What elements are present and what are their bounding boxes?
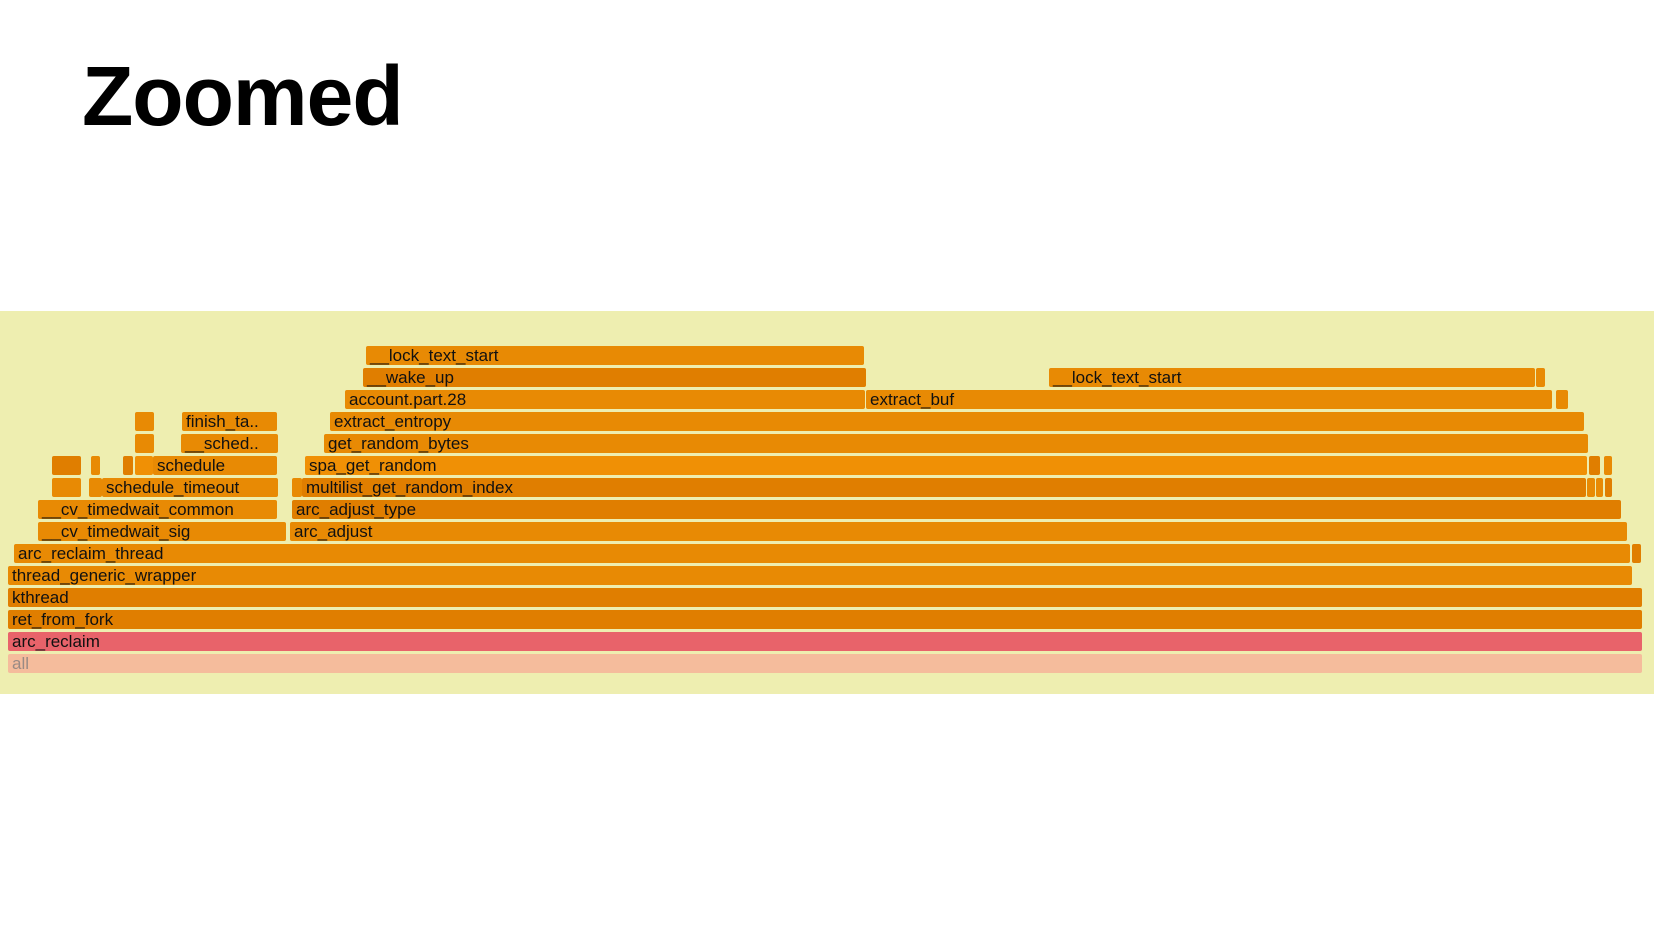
- frame-cv-timedwait-sig[interactable]: __cv_timedwait_sig: [38, 522, 286, 541]
- frame-extract-entropy[interactable]: extract_entropy: [330, 412, 1584, 431]
- frame-small-frame-10[interactable]: [135, 456, 153, 475]
- frame-arc-reclaim-thread[interactable]: arc_reclaim_thread: [14, 544, 1630, 563]
- frame-schedule[interactable]: schedule: [153, 456, 277, 475]
- frame-small-frame-13[interactable]: [135, 434, 154, 453]
- frame-multilist-get-random-index[interactable]: multilist_get_random_index: [302, 478, 1586, 497]
- frame-small-frame-3[interactable]: [292, 478, 302, 497]
- frame-small-frame-6[interactable]: [1605, 478, 1612, 497]
- frame-lock-text-start-right[interactable]: __lock_text_start: [1049, 368, 1535, 387]
- frame-small-frame-5[interactable]: [1596, 478, 1603, 497]
- frame-small-frame-2[interactable]: [89, 478, 102, 497]
- frame-all[interactable]: all: [8, 654, 1642, 673]
- frame-small-frame-1[interactable]: [52, 478, 81, 497]
- frame-arc-adjust-type[interactable]: arc_adjust_type: [292, 500, 1621, 519]
- frame-cv-timedwait-common[interactable]: __cv_timedwait_common: [38, 500, 277, 519]
- frame-small-frame-8[interactable]: [91, 456, 100, 475]
- frame-get-random-bytes[interactable]: get_random_bytes: [324, 434, 1588, 453]
- frame-extract-buf[interactable]: extract_buf: [866, 390, 1552, 409]
- frame-ret-from-fork[interactable]: ret_from_fork: [8, 610, 1642, 629]
- flame-graph: all arc_reclaim ret_from_fork kthread thread…: [0, 311, 1654, 694]
- frame-small-frame-9[interactable]: [123, 456, 133, 475]
- frame-lock-text-start-left[interactable]: __lock_text_start: [366, 346, 864, 365]
- frame-small-frame-14[interactable]: [135, 412, 154, 431]
- frame-small-frame-4[interactable]: [1587, 478, 1595, 497]
- frame-small-frame-15[interactable]: [1556, 390, 1568, 409]
- frame-arc-reclaim[interactable]: arc_reclaim: [8, 632, 1642, 651]
- frame-arc-reclaim-thread-sibling[interactable]: [1632, 544, 1641, 563]
- frame-small-frame-16[interactable]: [1536, 368, 1545, 387]
- frame-arc-adjust[interactable]: arc_adjust: [290, 522, 1627, 541]
- frame-small-frame-7[interactable]: [52, 456, 81, 475]
- frame-sched-truncated[interactable]: __sched..: [181, 434, 278, 453]
- slide-title: Zoomed: [82, 49, 404, 143]
- frame-finish-task-truncated[interactable]: finish_ta..: [182, 412, 277, 431]
- frame-wake-up[interactable]: __wake_up: [363, 368, 866, 387]
- frame-small-frame-11[interactable]: [1589, 456, 1600, 475]
- frame-kthread[interactable]: kthread: [8, 588, 1642, 607]
- frame-small-frame-12[interactable]: [1604, 456, 1612, 475]
- frame-schedule-timeout[interactable]: schedule_timeout: [102, 478, 278, 497]
- frame-account-part-28[interactable]: account.part.28: [345, 390, 865, 409]
- frame-thread-generic-wrapper[interactable]: thread_generic_wrapper: [8, 566, 1632, 585]
- frame-spa-get-random[interactable]: spa_get_random: [305, 456, 1587, 475]
